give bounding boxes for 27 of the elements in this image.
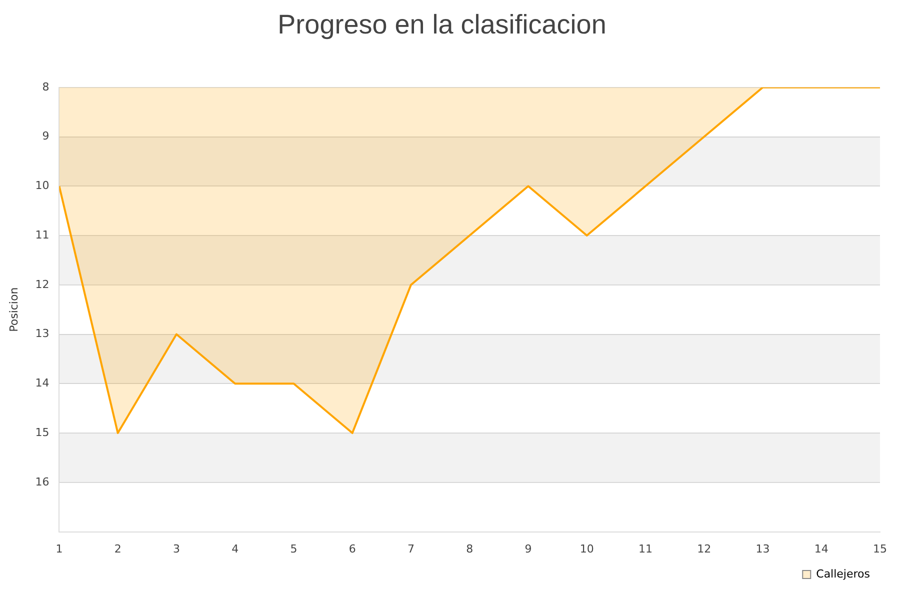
chart-title: Progreso en la clasificacion [278, 10, 606, 40]
y-tick-label: 8 [42, 80, 50, 94]
y-tick-label: 14 [35, 376, 50, 390]
x-tick-label: 5 [290, 542, 298, 556]
y-tick-label: 13 [35, 327, 50, 340]
x-tick-label: 9 [524, 542, 532, 556]
x-tick-label: 12 [697, 542, 712, 556]
x-tick-label: 8 [466, 542, 474, 556]
y-axis-title: Posicion [7, 287, 20, 332]
x-tick-label: 14 [814, 542, 828, 556]
x-tick-label: 1 [56, 542, 63, 556]
x-tick-label: 7 [407, 542, 414, 556]
legend-label: Callejeros [816, 567, 870, 580]
x-tick-label: 3 [172, 542, 180, 556]
y-tick-label: 16 [35, 475, 50, 488]
y-tick-label: 10 [35, 179, 50, 192]
x-tick-label: 4 [232, 542, 239, 556]
x-tick-label: 6 [348, 542, 356, 556]
x-tick-label: 11 [638, 542, 652, 556]
y-tick-label: 15 [35, 426, 50, 439]
x-tick-label: 15 [873, 542, 887, 556]
x-tick-label: 13 [756, 542, 770, 556]
y-tick-label: 12 [35, 278, 50, 291]
x-tick-label: 2 [114, 542, 122, 556]
y-tick-label: 11 [35, 228, 50, 242]
y-tick-label: 9 [42, 130, 50, 143]
x-tick-label: 10 [580, 542, 594, 556]
